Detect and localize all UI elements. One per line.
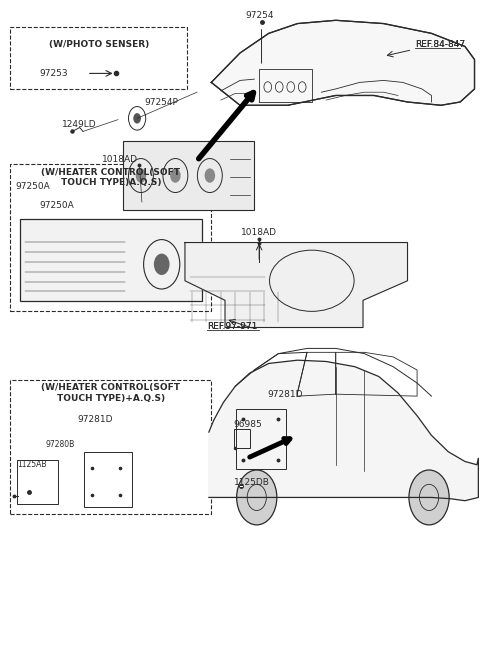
Bar <box>10 27 187 89</box>
Text: 1125AB: 1125AB <box>17 460 47 469</box>
Text: (W/HEATER CONTROL(SOFT
TOUCH TYPE)A.Q.S): (W/HEATER CONTROL(SOFT TOUCH TYPE)A.Q.S) <box>41 168 180 187</box>
Polygon shape <box>185 242 408 328</box>
Text: 97253: 97253 <box>39 69 68 78</box>
Text: 97250A: 97250A <box>15 183 50 191</box>
Circle shape <box>237 470 277 525</box>
Text: 97281D: 97281D <box>268 390 303 399</box>
Text: 97281D: 97281D <box>77 415 112 424</box>
Bar <box>10 164 211 311</box>
Circle shape <box>136 168 146 183</box>
Bar <box>123 141 254 210</box>
Text: (W/HEATER CONTROL(SOFT
TOUCH TYPE)+A.Q.S): (W/HEATER CONTROL(SOFT TOUCH TYPE)+A.Q.S… <box>41 383 180 403</box>
Circle shape <box>204 168 215 183</box>
Text: 97280B: 97280B <box>46 440 75 449</box>
Bar <box>10 380 211 514</box>
Bar <box>236 409 287 470</box>
Text: 97254P: 97254P <box>144 98 178 107</box>
Circle shape <box>170 168 180 183</box>
Text: REF.97-971: REF.97-971 <box>207 322 258 331</box>
Text: REF.97-971: REF.97-971 <box>207 322 258 331</box>
Circle shape <box>154 253 169 275</box>
Bar <box>234 430 250 448</box>
Circle shape <box>133 113 141 124</box>
Text: 1018AD: 1018AD <box>241 228 277 237</box>
Text: 97250A: 97250A <box>39 201 74 210</box>
Text: 97254: 97254 <box>245 11 274 20</box>
Polygon shape <box>211 20 475 105</box>
Bar <box>17 460 58 504</box>
Text: (W/PHOTO SENSER): (W/PHOTO SENSER) <box>48 40 149 48</box>
Circle shape <box>409 470 449 525</box>
Text: REF.84-847: REF.84-847 <box>415 40 465 49</box>
Text: REF.84-847: REF.84-847 <box>415 40 465 49</box>
Bar <box>84 452 132 507</box>
Text: 1125DB: 1125DB <box>234 478 270 487</box>
Polygon shape <box>209 360 479 500</box>
Text: 96985: 96985 <box>234 420 263 429</box>
Bar <box>20 219 202 301</box>
Text: 1249LD: 1249LD <box>62 121 96 130</box>
Text: 1018AD: 1018AD <box>102 155 138 164</box>
